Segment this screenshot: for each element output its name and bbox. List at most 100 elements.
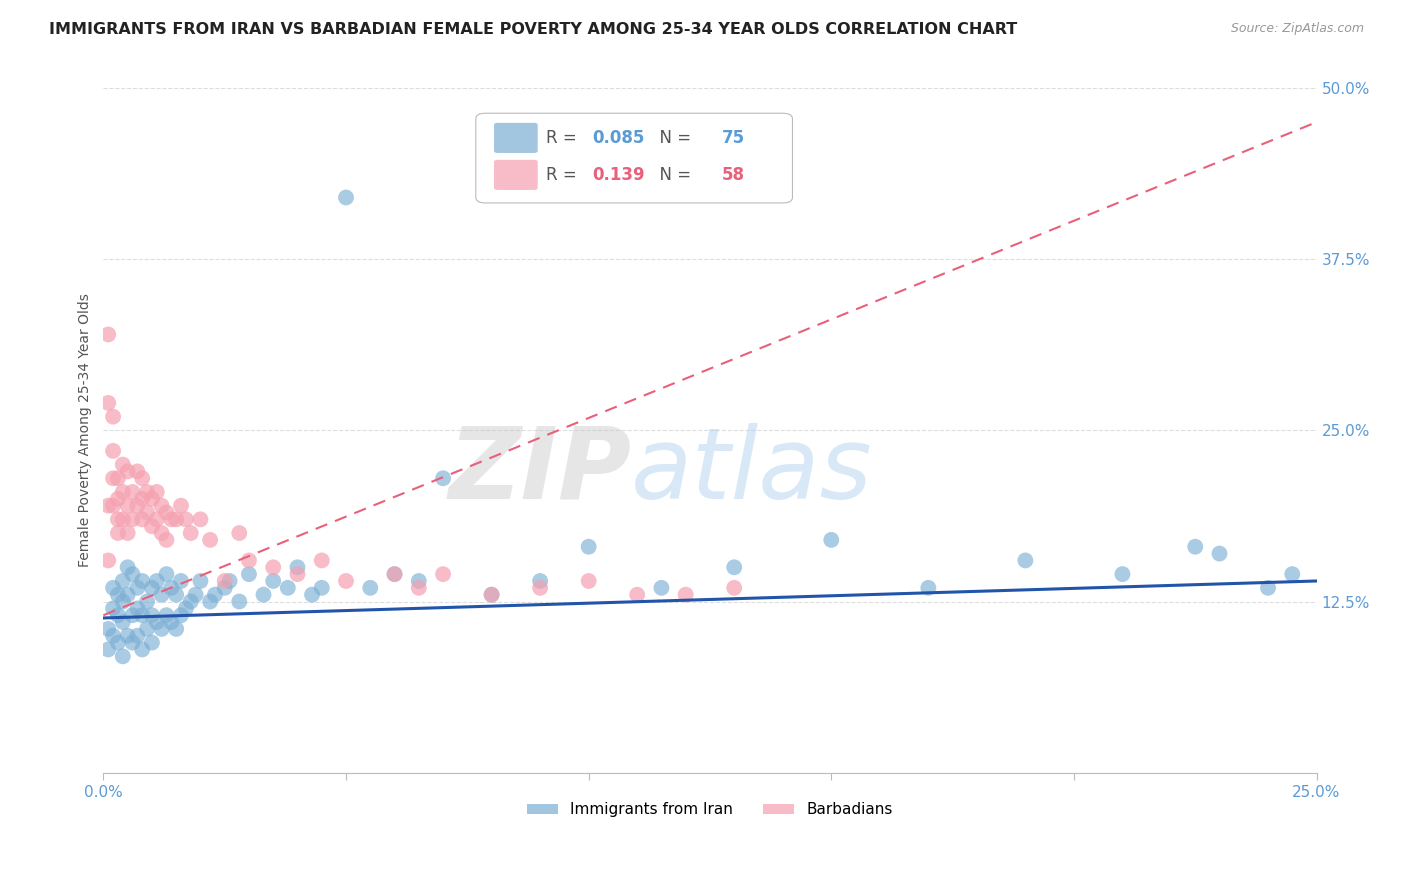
Y-axis label: Female Poverty Among 25-34 Year Olds: Female Poverty Among 25-34 Year Olds [79,293,93,567]
Point [578,574,600,588]
Point [626,588,648,602]
Point [1184,540,1206,554]
Point [160,581,183,595]
Point [155,533,177,547]
Point [127,464,149,478]
Point [136,506,159,520]
Point [141,581,163,595]
Point [408,581,430,595]
Text: Source: ZipAtlas.com: Source: ZipAtlas.com [1230,22,1364,36]
Text: 0.085: 0.085 [592,128,645,147]
Point [1111,567,1133,582]
Point [111,615,134,629]
Point [150,526,173,541]
Point [301,588,323,602]
Point [141,491,163,506]
Point [262,574,284,588]
Point [107,526,129,541]
Point [97,396,120,410]
Point [190,574,212,588]
Point [101,581,124,595]
Point [107,471,129,485]
Point [180,594,202,608]
Point [141,635,163,649]
Point [121,485,143,500]
Point [97,499,120,513]
Point [117,499,139,513]
Point [198,594,221,608]
Point [170,608,193,623]
Point [214,574,236,588]
FancyBboxPatch shape [494,160,537,190]
Point [277,581,299,595]
Point [335,574,357,588]
Text: 75: 75 [723,128,745,147]
Point [117,526,139,541]
Point [481,588,503,602]
Point [111,649,134,664]
Point [578,540,600,554]
Point [136,485,159,500]
Point [917,581,939,595]
Point [180,526,202,541]
Point [131,471,153,485]
Point [820,533,842,547]
Point [111,458,134,472]
FancyBboxPatch shape [475,113,793,203]
Point [107,608,129,623]
Point [145,512,167,526]
Point [111,485,134,500]
Point [111,574,134,588]
Point [228,526,250,541]
Point [141,519,163,533]
Point [174,601,197,615]
Point [127,581,149,595]
Point [160,512,183,526]
Point [218,574,240,588]
Point [101,601,124,615]
Point [723,560,745,574]
Point [131,642,153,657]
Point [287,560,309,574]
Point [160,615,183,629]
Point [165,622,187,636]
Point [1208,547,1230,561]
Text: ZIP: ZIP [449,423,631,520]
Point [121,567,143,582]
Point [145,574,167,588]
Point [101,499,124,513]
Point [155,506,177,520]
Text: 58: 58 [723,166,745,184]
Point [145,485,167,500]
Point [198,533,221,547]
Point [170,499,193,513]
Point [204,588,226,602]
Point [155,567,177,582]
Point [107,491,129,506]
Point [432,471,454,485]
Point [529,574,551,588]
Point [141,608,163,623]
Point [1281,567,1303,582]
Point [121,512,143,526]
Point [97,327,120,342]
Point [287,567,309,582]
Point [311,553,333,567]
Point [107,512,129,526]
Point [174,512,197,526]
Point [150,588,173,602]
Point [145,615,167,629]
Point [97,622,120,636]
Point [150,499,173,513]
Point [170,574,193,588]
Point [131,512,153,526]
Point [675,588,697,602]
Point [228,594,250,608]
Point [384,567,406,582]
Point [238,567,260,582]
Point [107,635,129,649]
Point [111,512,134,526]
Point [131,608,153,623]
Point [238,553,260,567]
FancyBboxPatch shape [494,123,537,153]
